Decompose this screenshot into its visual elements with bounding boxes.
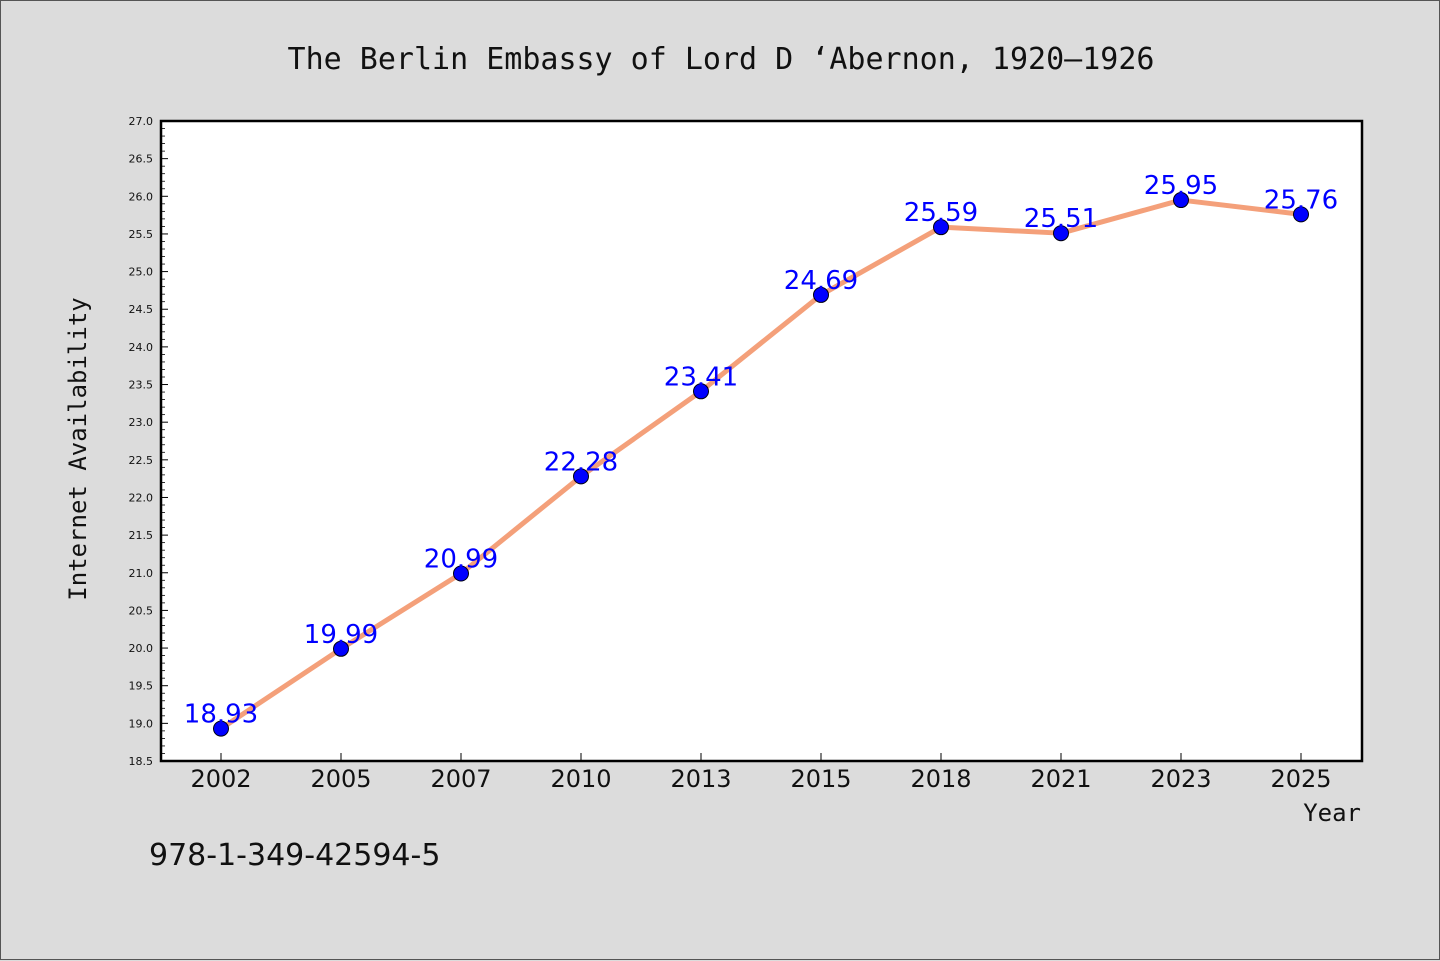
data-label: 22.28 [544, 447, 618, 477]
y-tick-label: 20.5 [129, 604, 154, 617]
y-tick-label: 21.0 [129, 567, 154, 580]
x-tick-label: 2021 [1030, 765, 1091, 793]
data-label: 25.95 [1144, 171, 1218, 201]
y-tick-label: 22.5 [129, 454, 154, 467]
data-label: 20.99 [424, 545, 498, 575]
y-tick-label: 25.0 [129, 266, 154, 279]
x-tick-label: 2013 [670, 765, 731, 793]
isbn-label: 978-1-349-42594-5 [149, 838, 440, 873]
y-tick-label: 18.5 [129, 755, 154, 768]
x-tick-label: 2005 [310, 765, 371, 793]
data-point [933, 219, 949, 236]
data-label: 19.99 [304, 620, 378, 650]
series-line [219, 197, 1302, 731]
data-point [1173, 192, 1189, 209]
x-tick-label: 2010 [550, 765, 611, 793]
y-tick-label: 19.5 [129, 680, 154, 693]
data-label: 25.76 [1264, 185, 1338, 215]
y-tick-label: 20.0 [129, 642, 154, 655]
y-tick-label: 19.0 [129, 717, 154, 730]
x-axis-label: Year [1303, 799, 1361, 827]
y-tick-label: 25.5 [129, 228, 154, 241]
data-point [453, 565, 469, 582]
x-tick-label: 2002 [190, 765, 251, 793]
y-tick-label: 23.0 [129, 416, 154, 429]
data-point [693, 383, 709, 400]
y-tick-label: 24.5 [129, 303, 154, 316]
x-tick-label: 2007 [430, 765, 491, 793]
data-points [213, 192, 1309, 737]
chart-title: The Berlin Embassy of Lord D ‘Abernon, 1… [288, 42, 1155, 77]
data-point [213, 720, 229, 737]
data-point [333, 640, 349, 657]
x-axis-ticks: 2002 2005 2007 2010 2013 2015 2018 2021 2023 2025 [190, 753, 1332, 793]
x-tick-label: 2023 [1150, 765, 1211, 793]
x-tick-label: 2025 [1270, 765, 1331, 793]
data-label: 18.93 [184, 700, 258, 730]
data-point [813, 286, 829, 303]
data-labels: 18.93 19.99 20.99 22.28 23.41 24.69 25.59 25.51… [184, 171, 1338, 730]
x-tick-label: 2015 [790, 765, 851, 793]
y-tick-label: 26.5 [129, 153, 154, 166]
data-point [1293, 206, 1309, 223]
y-axis-ticks: 18.5 19.0 19.5 20.0 20.5 21.0 21.5 22.0 22.5 23.0… [129, 115, 168, 768]
y-tick-label: 27.0 [129, 115, 154, 128]
y-axis-label: Internet Availability [64, 297, 92, 600]
x-tick-label: 2018 [910, 765, 971, 793]
y-tick-label: 22.0 [129, 491, 154, 504]
y-tick-label: 26.0 [129, 190, 154, 203]
data-label: 23.41 [664, 362, 738, 392]
y-tick-label: 24.0 [129, 341, 154, 354]
y-tick-label: 21.5 [129, 529, 154, 542]
data-label: 25.51 [1024, 204, 1098, 234]
data-label: 25.59 [904, 198, 978, 228]
plot-area [159, 119, 1364, 763]
data-label: 24.69 [784, 266, 858, 296]
data-point [1053, 225, 1069, 242]
data-point [573, 468, 589, 485]
y-tick-label: 23.5 [129, 379, 154, 392]
